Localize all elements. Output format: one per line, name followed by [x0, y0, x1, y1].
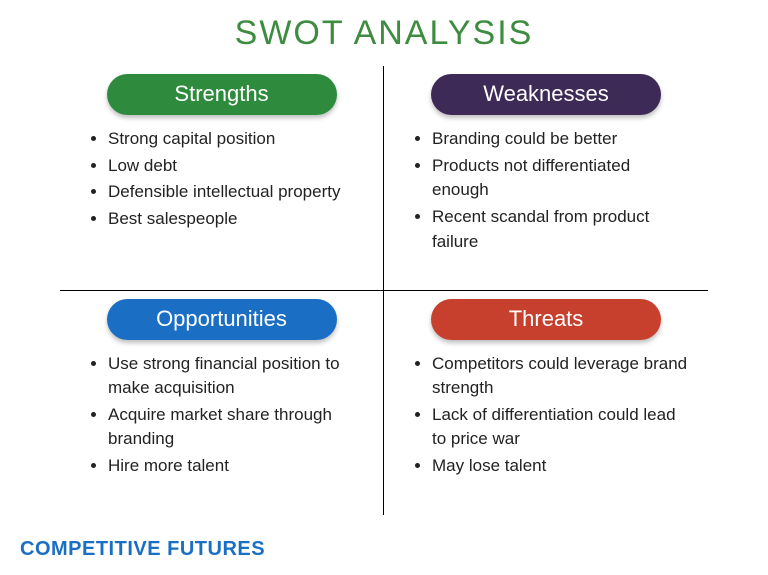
strengths-list: Strong capital positionLow debtDefensibl…: [78, 127, 365, 232]
list-item: Hire more talent: [108, 454, 365, 479]
strengths-pill: Strengths: [107, 74, 337, 115]
threats-pill: Threats: [431, 299, 661, 340]
quadrant-opportunities: Opportunities Use strong financial posit…: [60, 291, 384, 516]
list-item: Recent scandal from product failure: [432, 205, 690, 254]
quadrant-strengths: Strengths Strong capital positionLow deb…: [60, 66, 384, 291]
weaknesses-list: Branding could be betterProducts not dif…: [402, 127, 690, 254]
list-item: Low debt: [108, 154, 365, 179]
opportunities-pill: Opportunities: [107, 299, 337, 340]
list-item: Defensible intellectual property: [108, 180, 365, 205]
list-item: May lose talent: [432, 454, 690, 479]
quadrant-weaknesses: Weaknesses Branding could be betterProdu…: [384, 66, 708, 291]
threats-list: Competitors could leverage brand strengt…: [402, 352, 690, 479]
page-title: SWOT ANALYSIS: [0, 0, 768, 61]
list-item: Competitors could leverage brand strengt…: [432, 352, 690, 401]
list-item: Products not differentiated enough: [432, 154, 690, 203]
opportunities-list: Use strong financial position to make ac…: [78, 352, 365, 479]
list-item: Acquire market share through branding: [108, 403, 365, 452]
list-item: Strong capital position: [108, 127, 365, 152]
list-item: Use strong financial position to make ac…: [108, 352, 365, 401]
swot-grid: Strengths Strong capital positionLow deb…: [60, 66, 708, 515]
list-item: Best salespeople: [108, 207, 365, 232]
weaknesses-pill: Weaknesses: [431, 74, 661, 115]
footer-brand: COMPETITIVE FUTURES: [20, 538, 265, 561]
quadrant-threats: Threats Competitors could leverage brand…: [384, 291, 708, 516]
list-item: Branding could be better: [432, 127, 690, 152]
list-item: Lack of differentiation could lead to pr…: [432, 403, 690, 452]
